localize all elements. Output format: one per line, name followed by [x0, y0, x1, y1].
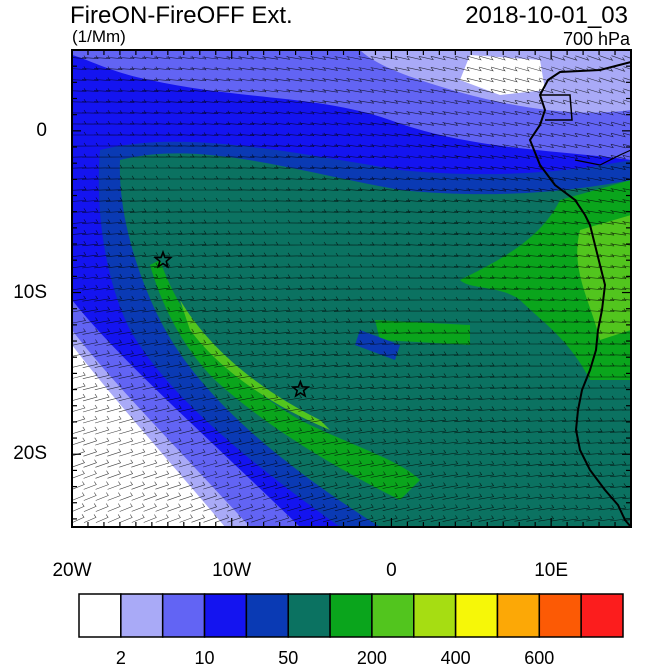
colorbar-label: 200 — [356, 648, 387, 668]
axis-ticks — [71, 49, 632, 527]
colorbar-swatch — [371, 593, 415, 638]
colorbar-label: 600 — [524, 648, 555, 668]
colorbar-swatch — [245, 593, 289, 638]
timestamp-label: 2018-10-01_03 — [465, 2, 628, 29]
wind-barbs — [72, 55, 631, 523]
colorbar-label: 400 — [440, 648, 471, 668]
field-patch-blue — [355, 330, 400, 360]
coastline — [528, 61, 632, 528]
colorbar-label: 50 — [278, 648, 299, 668]
colorbar-swatch — [496, 593, 541, 638]
colorbar-swatch — [454, 593, 499, 638]
colorbar-swatch — [538, 593, 582, 638]
colorbar-label: 2 — [115, 648, 126, 668]
marker-layer — [153, 249, 311, 398]
colorbar-label: 10 — [194, 648, 215, 668]
country-border — [540, 94, 573, 121]
colorbar-swatch — [287, 593, 331, 638]
y-tick-label: 20S — [13, 443, 47, 465]
colorbar-swatch — [413, 593, 457, 638]
colorbar-swatch — [203, 593, 248, 638]
x-tick-label: 0 — [386, 560, 397, 581]
x-tick-label: 20W — [52, 560, 92, 581]
colorbar-swatch — [329, 593, 373, 638]
x-tick-label: 10E — [534, 560, 569, 581]
colorbar-swatch — [78, 593, 122, 638]
colorbar — [78, 593, 624, 638]
x-tick-label: 10W — [212, 560, 252, 581]
wind-barb-lines — [72, 55, 631, 523]
field-patch-white — [460, 55, 545, 95]
y-tick-label: 10S — [13, 281, 47, 303]
units-label: (1/Mm) — [72, 27, 126, 46]
field-patch-green — [375, 320, 470, 345]
field-patch-sw-white — [72, 345, 225, 527]
pressure-level-label: 700 hPa — [562, 29, 630, 49]
y-tick-label: 0 — [36, 119, 47, 141]
colorbar-swatch — [580, 593, 624, 638]
country-border — [574, 149, 632, 166]
colorbar-swatch — [120, 593, 164, 638]
plume-green-band — [150, 260, 420, 500]
plot-title: FireON-FireOFF Ext. — [70, 2, 293, 29]
extinction-field — [72, 50, 631, 527]
colorbar-swatch — [161, 593, 206, 638]
star-marker — [290, 379, 311, 398]
plot-frame — [71, 49, 632, 528]
star-marker — [153, 249, 173, 269]
